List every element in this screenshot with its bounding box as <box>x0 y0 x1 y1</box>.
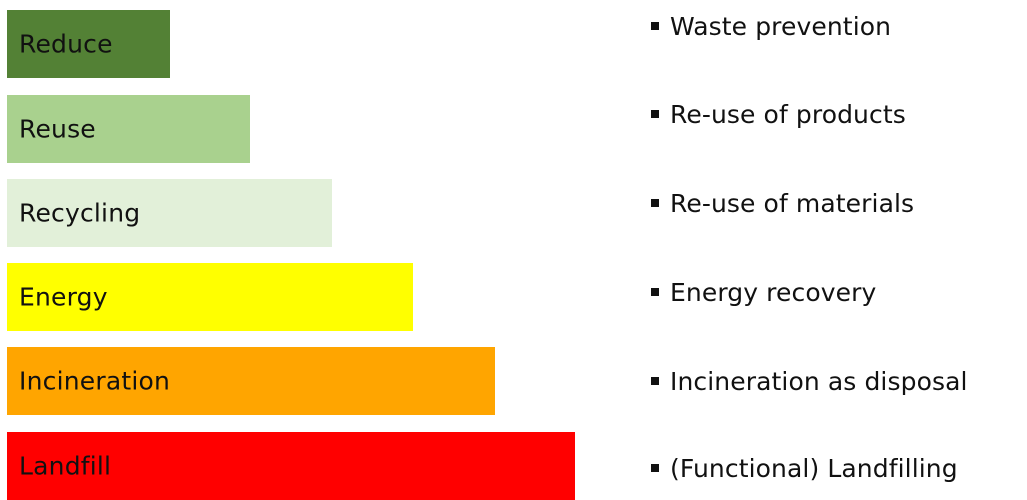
bar-label-recycling: Recycling <box>19 198 141 228</box>
description-item-reduce: Waste prevention <box>651 6 891 46</box>
hierarchy-bar-reduce: Reduce <box>7 10 170 78</box>
description-item-incineration: Incineration as disposal <box>651 361 968 401</box>
description-text: Re-use of products <box>670 99 906 129</box>
description-item-energy: Energy recovery <box>651 272 876 312</box>
hierarchy-bar-energy: Energy <box>7 263 413 331</box>
description-item-landfill: (Functional) Landfilling <box>651 448 958 488</box>
description-text: Incineration as disposal <box>670 366 968 396</box>
hierarchy-bar-landfill: Landfill <box>7 432 575 500</box>
bullet-icon <box>651 110 659 118</box>
bar-label-energy: Energy <box>19 282 108 312</box>
bar-label-incineration: Incineration <box>19 366 171 396</box>
bar-label-reduce: Reduce <box>19 29 113 59</box>
description-item-reuse: Re-use of products <box>651 94 906 134</box>
bullet-icon <box>651 377 659 385</box>
description-item-recycling: Re-use of materials <box>651 183 914 223</box>
description-text: Waste prevention <box>670 11 892 41</box>
description-text: Energy recovery <box>670 277 877 307</box>
hierarchy-bar-incineration: Incineration <box>7 347 495 415</box>
bullet-icon <box>651 22 659 30</box>
bullet-icon <box>651 464 659 472</box>
bullet-icon <box>651 288 659 296</box>
bullet-icon <box>651 199 659 207</box>
bar-label-reuse: Reuse <box>19 114 96 144</box>
description-text: (Functional) Landfilling <box>670 453 958 483</box>
hierarchy-bar-reuse: Reuse <box>7 95 250 163</box>
hierarchy-bar-recycling: Recycling <box>7 179 332 247</box>
bar-label-landfill: Landfill <box>19 451 112 481</box>
description-text: Re-use of materials <box>670 188 915 218</box>
